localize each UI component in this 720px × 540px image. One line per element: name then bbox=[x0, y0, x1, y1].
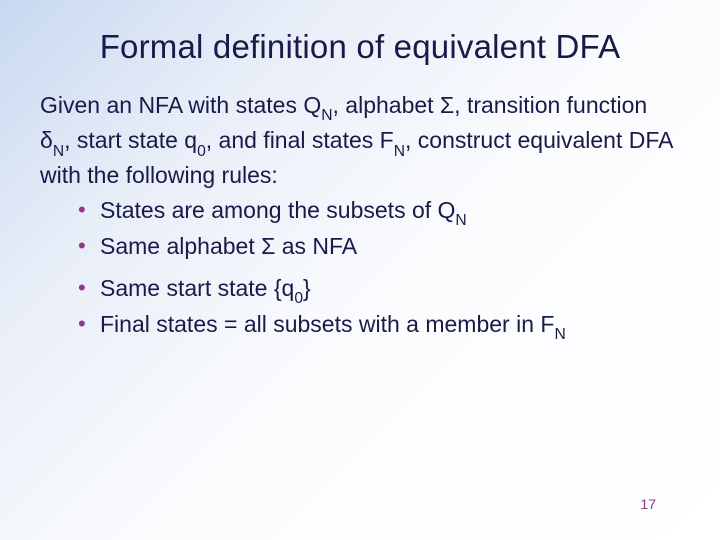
intro-text-1: Given an NFA with states Q bbox=[40, 92, 321, 118]
bullet-item-3: Same start state {q0} bbox=[78, 273, 680, 308]
intro-text-3: , start state q bbox=[64, 127, 197, 153]
intro-paragraph: Given an NFA with states QN, alphabet Σ,… bbox=[40, 90, 680, 191]
bullet-3-text-1: Same start state {q bbox=[100, 275, 294, 301]
slide-title: Formal definition of equivalent DFA bbox=[40, 28, 680, 66]
intro-sub-4: N bbox=[394, 143, 405, 160]
intro-sub-1: N bbox=[321, 107, 332, 124]
bullet-1-text: States are among the subsets of Q bbox=[100, 197, 455, 223]
bullet-1-sub: N bbox=[455, 212, 466, 229]
intro-text-4: , and final states F bbox=[206, 127, 394, 153]
bullet-2-text: Same alphabet Σ as NFA bbox=[100, 233, 357, 259]
bullet-3-sub: 0 bbox=[294, 290, 303, 307]
slide-container: Formal definition of equivalent DFA Give… bbox=[0, 0, 720, 540]
bullet-list: States are among the subsets of QN Same … bbox=[40, 195, 680, 344]
bullet-item-2: Same alphabet Σ as NFA bbox=[78, 231, 680, 262]
intro-sub-2: N bbox=[53, 143, 64, 160]
bullet-item-4: Final states = all subsets with a member… bbox=[78, 309, 680, 344]
bullet-item-1: States are among the subsets of QN bbox=[78, 195, 680, 230]
bullet-4-sub: N bbox=[554, 326, 565, 343]
bullet-3-text-2: } bbox=[303, 275, 311, 301]
bullet-4-text: Final states = all subsets with a member… bbox=[100, 311, 554, 337]
page-number: 17 bbox=[640, 496, 656, 512]
bullet-spacer bbox=[78, 263, 680, 273]
intro-sub-3: 0 bbox=[197, 143, 206, 160]
